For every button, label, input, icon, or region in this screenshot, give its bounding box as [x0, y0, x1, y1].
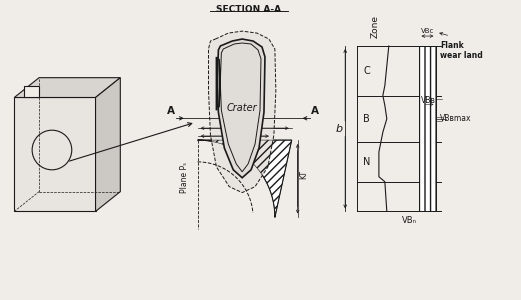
Text: A: A [311, 106, 318, 116]
Text: KT: KT [300, 170, 308, 179]
Text: KB: KB [240, 116, 250, 125]
Polygon shape [95, 78, 120, 212]
Polygon shape [24, 85, 39, 98]
Text: Crater: Crater [227, 103, 257, 113]
Text: Plane Pₛ: Plane Pₛ [180, 162, 189, 193]
Text: B: B [363, 114, 370, 124]
Text: VBʙ: VBʙ [420, 96, 436, 105]
Polygon shape [197, 140, 292, 218]
Polygon shape [216, 39, 265, 178]
Polygon shape [208, 31, 276, 193]
Text: C: C [363, 66, 370, 76]
Text: VBᴄ: VBᴄ [421, 28, 434, 34]
Text: b: b [336, 124, 343, 134]
Text: VBʙmax: VBʙmax [440, 114, 472, 123]
Text: SECTION A-A: SECTION A-A [216, 5, 281, 14]
Text: A: A [167, 106, 175, 116]
Text: KM: KM [227, 124, 239, 133]
Text: Flank
wear land: Flank wear land [440, 41, 483, 60]
Polygon shape [14, 98, 95, 212]
Text: VBₙ: VBₙ [402, 216, 417, 225]
Text: Zone: Zone [370, 15, 379, 38]
Polygon shape [418, 46, 437, 212]
Text: N: N [363, 157, 370, 167]
Polygon shape [14, 78, 120, 98]
